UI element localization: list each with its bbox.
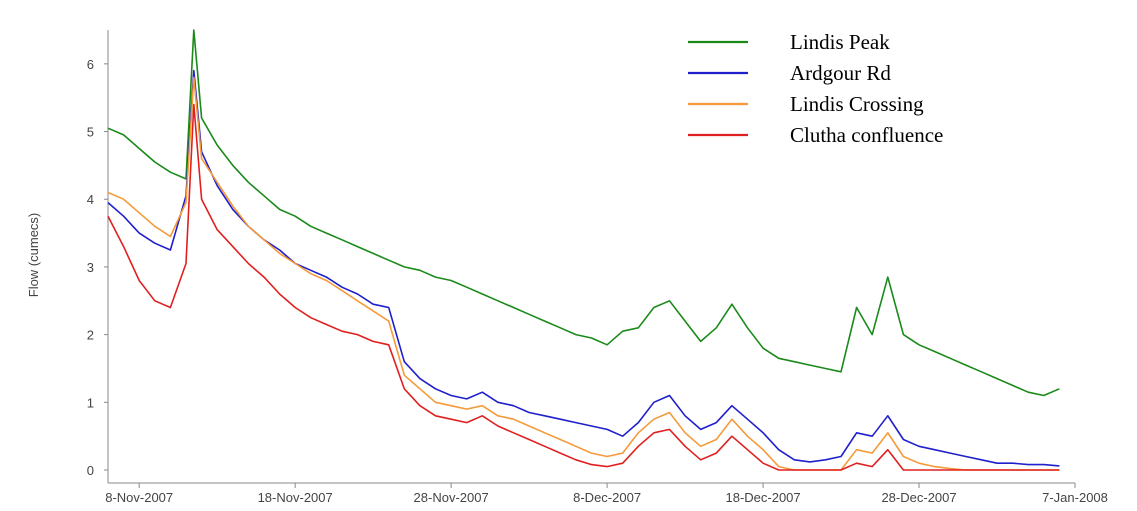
y-axis-label: Flow (cumecs): [26, 213, 41, 298]
y-tick-label: 6: [87, 57, 94, 72]
series-line-clutha-confluence: [107, 103, 1060, 471]
x-tick-label: 18-Dec-2007: [725, 490, 800, 505]
legend-label: Lindis Crossing: [790, 92, 924, 116]
x-ticks: 8-Nov-2007 18-Nov-2007 28-Nov-2007 8-Dec-20…: [105, 483, 1108, 505]
x-tick-label: 28-Nov-2007: [414, 490, 489, 505]
y-tick-label: 3: [87, 260, 94, 275]
y-ticks: 0 1 2 3 4 5 6: [87, 57, 108, 478]
legend: Lindis Peak Ardgour Rd Lindis Crossing Clut…: [688, 30, 943, 147]
x-tick-label: 7-Jan-2008: [1042, 490, 1108, 505]
x-tick-label: 8-Nov-2007: [105, 490, 173, 505]
x-tick-label: 28-Dec-2007: [881, 490, 956, 505]
axes: [107, 30, 1075, 484]
legend-label: Lindis Peak: [790, 30, 890, 54]
series-line-lindis-peak: [107, 29, 1060, 397]
y-tick-label: 1: [87, 395, 94, 410]
x-tick-label: 8-Dec-2007: [573, 490, 641, 505]
y-tick-label: 0: [87, 463, 94, 478]
y-tick-label: 5: [87, 125, 94, 140]
series-line-lindis-crossing: [107, 76, 1060, 471]
legend-label: Ardgour Rd: [790, 61, 891, 85]
y-tick-label: 2: [87, 328, 94, 343]
series-group: [107, 29, 1060, 471]
legend-label: Clutha confluence: [790, 123, 943, 147]
y-tick-label: 4: [87, 192, 94, 207]
x-tick-label: 18-Nov-2007: [258, 490, 333, 505]
